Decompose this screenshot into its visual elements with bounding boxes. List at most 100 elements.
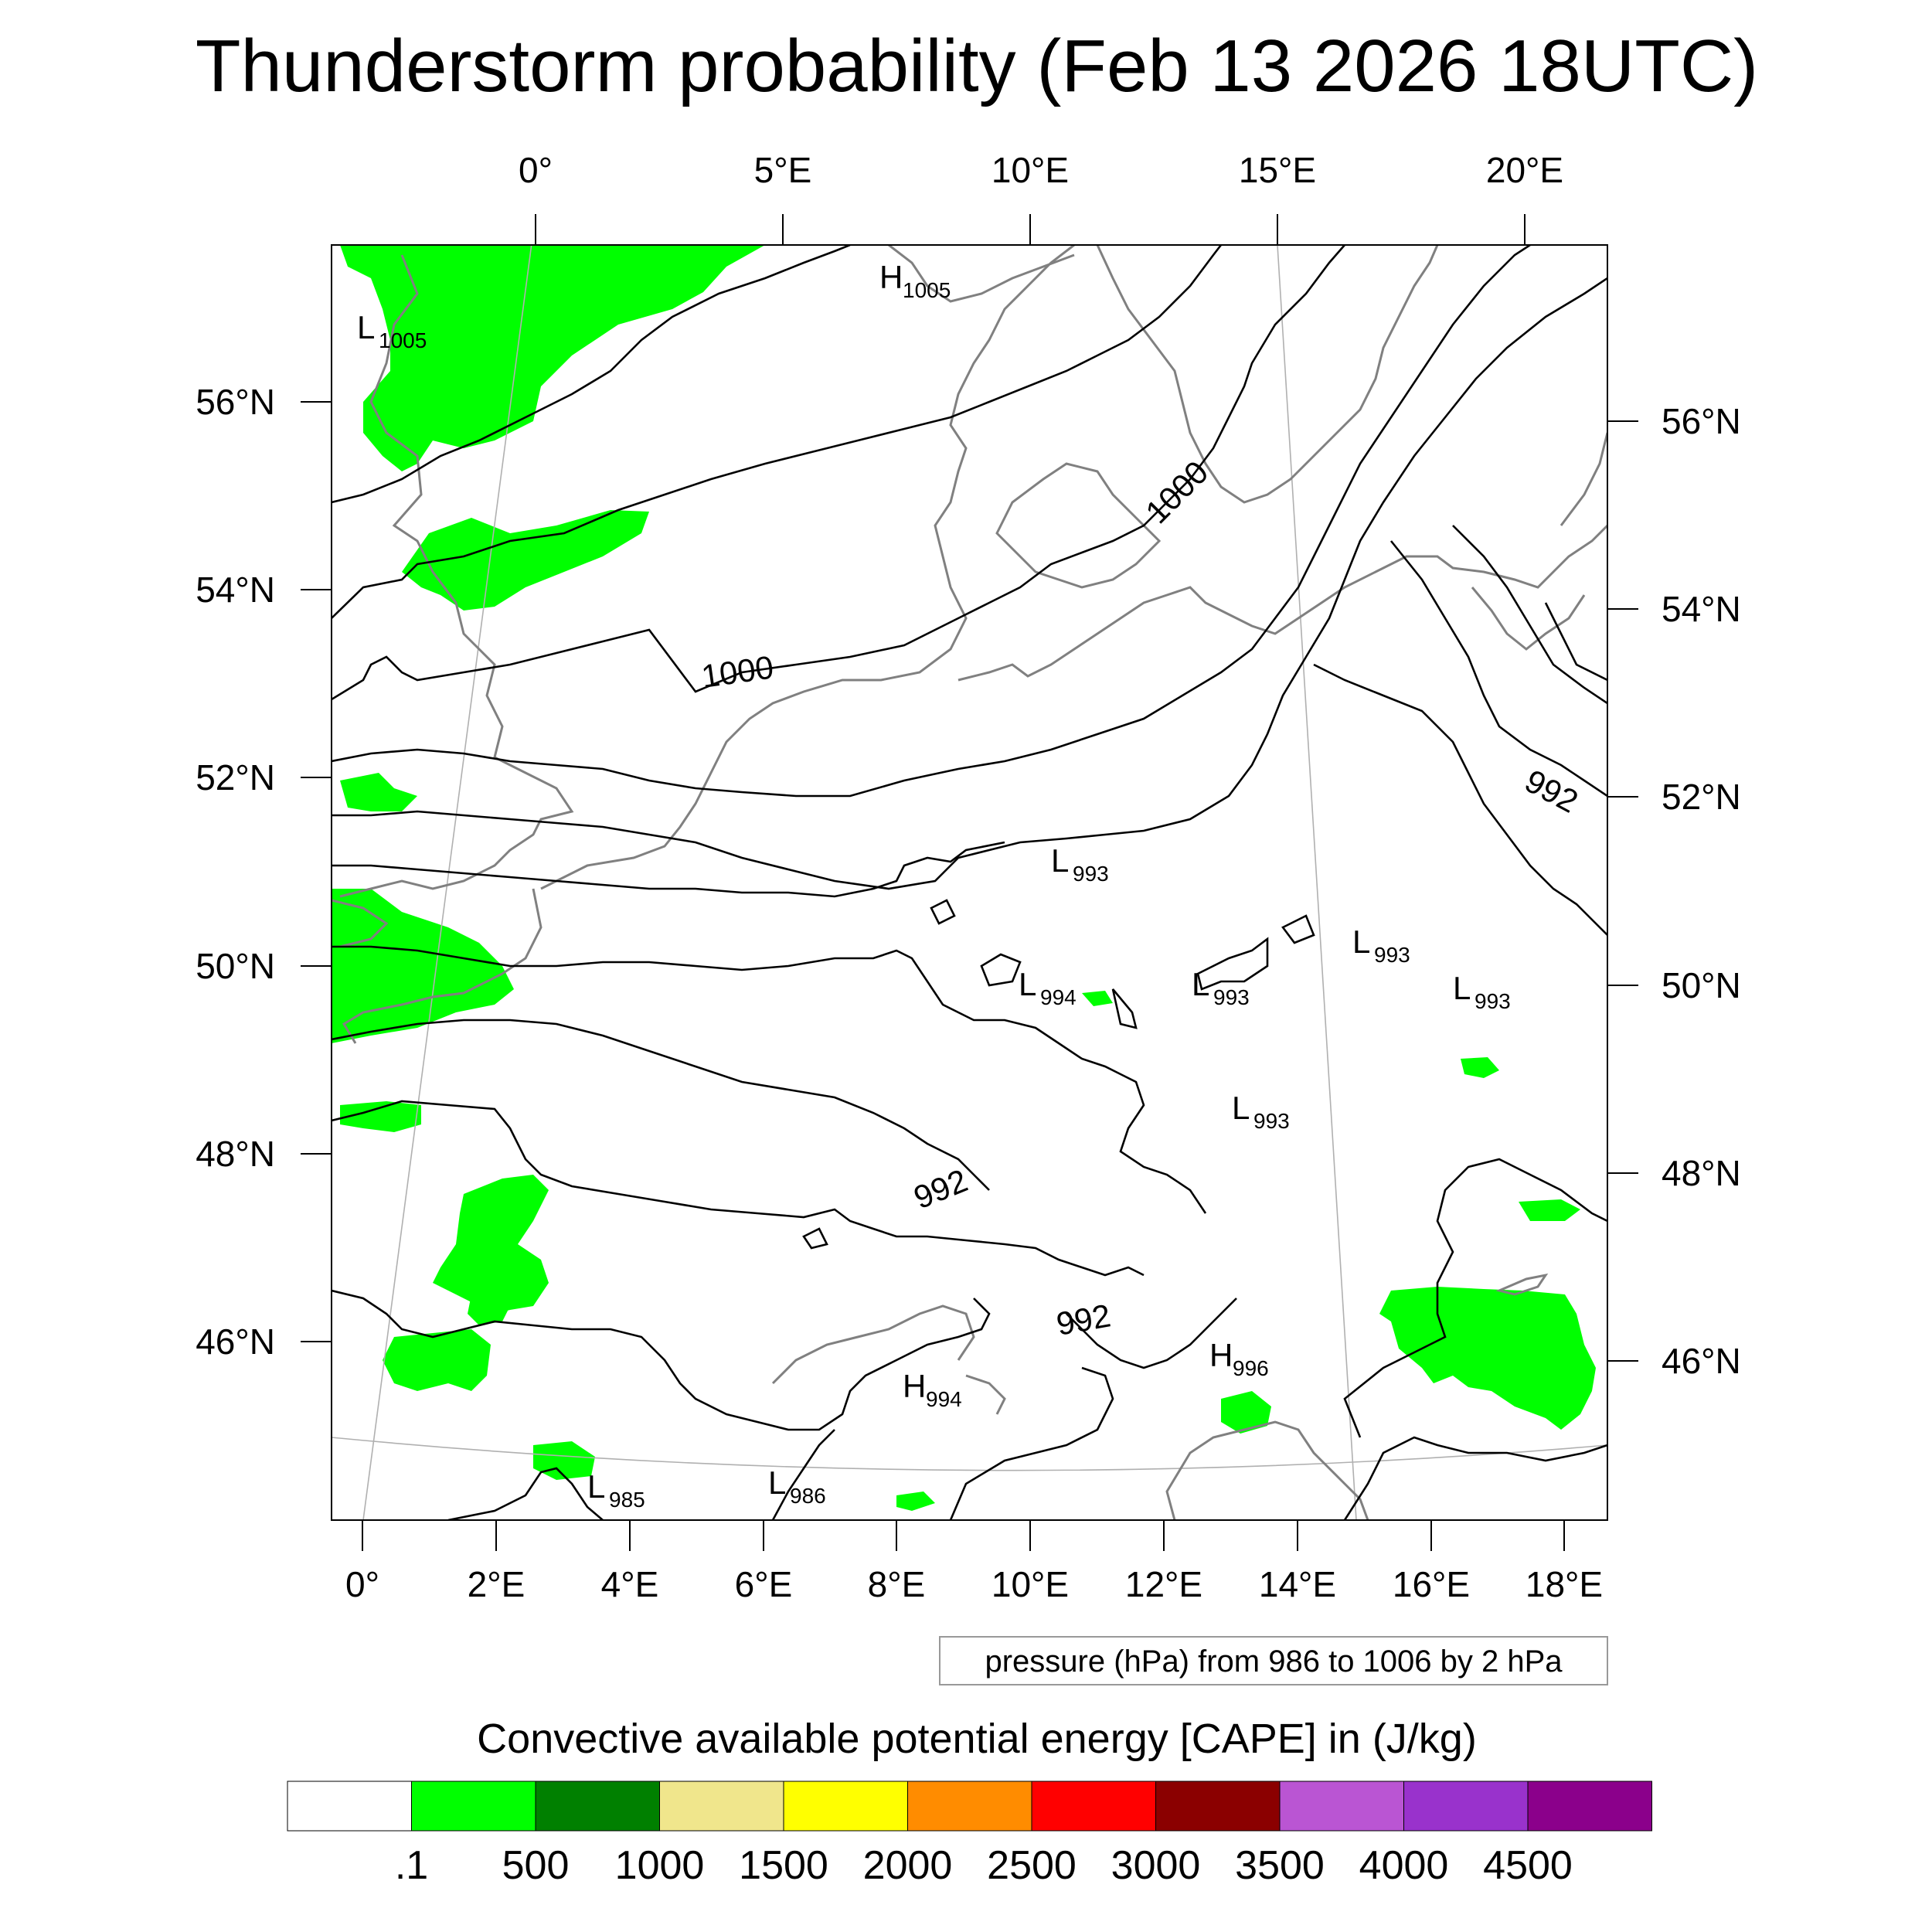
colorbar-labels: .1 500 1000 1500 2000 2500 3000 3500 4000 4500 bbox=[395, 1843, 1573, 1888]
tick-label: 12°E bbox=[1125, 1564, 1202, 1604]
svg-text:L: L bbox=[1019, 966, 1036, 1002]
coastline-denmark bbox=[995, 462, 1162, 589]
isobar-loop-6 bbox=[802, 1227, 828, 1250]
colorbar-tick-label: 500 bbox=[502, 1843, 570, 1888]
colorbar-tick-label: 1500 bbox=[739, 1843, 828, 1888]
tick-label: 15°E bbox=[1239, 150, 1316, 190]
cape-fields bbox=[332, 245, 1596, 1511]
coastline-france-north bbox=[342, 888, 543, 1044]
isobar-6 bbox=[332, 841, 1005, 898]
svg-text:993: 993 bbox=[1475, 989, 1511, 1013]
pressure-center-low: L 993 bbox=[1453, 970, 1511, 1013]
coastline-adriatic bbox=[1165, 1420, 1369, 1520]
contour-info-text: pressure (hPa) from 986 to 1006 by 2 hPa bbox=[985, 1645, 1563, 1679]
cape-field-north-sea-2 bbox=[402, 510, 649, 611]
map-border bbox=[331, 244, 1608, 1521]
isobar-2 bbox=[332, 245, 1223, 619]
tick-label: 10°E bbox=[992, 1564, 1069, 1604]
top-longitude-labels: 0° 5°E 10°E 15°E 20°E bbox=[519, 150, 1563, 190]
tick-label: 10°E bbox=[992, 150, 1069, 190]
colorbar-swatch bbox=[1279, 1781, 1404, 1832]
colorbar-swatch bbox=[907, 1781, 1032, 1832]
cape-field-france-2 bbox=[383, 1329, 491, 1391]
cape-field-channel bbox=[332, 889, 514, 1043]
isobar-4 bbox=[332, 245, 1531, 798]
isobar-14 bbox=[1452, 525, 1607, 705]
isobar-8 bbox=[332, 1019, 990, 1191]
tick-label: 52°N bbox=[1662, 777, 1741, 817]
svg-text:L: L bbox=[1352, 923, 1370, 960]
colorbar-swatch bbox=[1527, 1781, 1652, 1832]
tick-label: 50°N bbox=[196, 946, 275, 986]
axis-ticks bbox=[301, 214, 1638, 1551]
colorbar-tick-label: 3500 bbox=[1235, 1843, 1325, 1888]
cape-field-alps bbox=[896, 1492, 935, 1511]
tick-label: 14°E bbox=[1259, 1564, 1336, 1604]
pressure-center-low: L 993 bbox=[1232, 1090, 1290, 1133]
pressure-center-low: L 1005 bbox=[357, 309, 427, 352]
chart-title: Thunderstorm probability (Feb 13 2026 18… bbox=[196, 25, 1758, 107]
svg-text:993: 993 bbox=[1253, 1109, 1290, 1133]
coastline-uk-west bbox=[332, 899, 389, 948]
svg-text:993: 993 bbox=[1073, 862, 1109, 886]
tick-label: 46°N bbox=[196, 1321, 275, 1362]
cape-field-north-sea bbox=[340, 245, 765, 471]
border-alps-lakes bbox=[965, 1374, 1006, 1415]
pressure-centers: H 1005 L 1005 L 993 L 993 L 993 L 994 L 993 L 99… bbox=[357, 259, 1511, 1512]
isobar-loop-2 bbox=[1196, 937, 1269, 991]
coastline-norway bbox=[888, 245, 1075, 303]
coastline-sweden bbox=[1096, 245, 1439, 504]
cape-field-czech bbox=[1082, 991, 1113, 1006]
svg-text:L: L bbox=[587, 1468, 605, 1505]
tick-label: 4°E bbox=[601, 1564, 659, 1604]
svg-text:985: 985 bbox=[609, 1488, 645, 1512]
tick-label: 2°E bbox=[468, 1564, 526, 1604]
isobar-11 bbox=[1066, 1298, 1237, 1369]
coastline-baltic-east bbox=[1560, 432, 1607, 526]
pressure-center-low: L 985 bbox=[587, 1468, 645, 1512]
isobar-17 bbox=[1343, 1436, 1607, 1520]
svg-text:993: 993 bbox=[1374, 943, 1410, 967]
pressure-center-high: H 1005 bbox=[879, 259, 951, 302]
isobar-18 bbox=[949, 1366, 1114, 1520]
left-latitude-labels: 56°N 54°N 52°N 50°N 48°N 46°N bbox=[196, 382, 275, 1362]
pressure-center-low: L 993 bbox=[1352, 923, 1410, 967]
coastlines bbox=[332, 245, 1607, 1520]
tick-label: 5°E bbox=[754, 150, 812, 190]
svg-text:H: H bbox=[879, 259, 903, 295]
tick-label: 54°N bbox=[1662, 589, 1741, 629]
svg-text:H: H bbox=[1209, 1337, 1233, 1373]
pressure-center-low: L 993 bbox=[1051, 842, 1109, 886]
isobar-loop-5 bbox=[930, 899, 956, 925]
svg-text:L: L bbox=[1192, 966, 1209, 1002]
colorbar-swatch bbox=[1403, 1781, 1529, 1832]
tick-label: 8°E bbox=[868, 1564, 926, 1604]
isobar-19 bbox=[447, 1467, 604, 1520]
tick-label: 56°N bbox=[196, 382, 275, 422]
tick-label: 46°N bbox=[1662, 1341, 1741, 1381]
coastline-germany-baltic bbox=[957, 524, 1607, 682]
tick-label: 48°N bbox=[196, 1134, 275, 1174]
coastline-east-prussia bbox=[1471, 587, 1586, 651]
coastline-uk bbox=[339, 254, 574, 898]
svg-text:H: H bbox=[903, 1368, 926, 1404]
cape-field-france-1 bbox=[433, 1175, 549, 1314]
isobar-9 bbox=[332, 1100, 1145, 1277]
tick-label: 18°E bbox=[1526, 1564, 1603, 1604]
isobar-1 bbox=[332, 245, 851, 504]
svg-text:996: 996 bbox=[1233, 1356, 1269, 1380]
isobar-13 bbox=[1389, 540, 1607, 798]
isobar-12 bbox=[1313, 663, 1607, 936]
colorbar-tick-label: 1000 bbox=[615, 1843, 705, 1888]
svg-text:L: L bbox=[1453, 970, 1471, 1006]
tick-label: 54°N bbox=[196, 570, 275, 610]
isobar-5 bbox=[332, 277, 1607, 890]
svg-text:986: 986 bbox=[790, 1484, 826, 1508]
contour-info-box: pressure (hPa) from 986 to 1006 by 2 hPa bbox=[939, 1636, 1608, 1685]
tick-label: 0° bbox=[345, 1564, 379, 1604]
tick-label: 20°E bbox=[1486, 150, 1563, 190]
svg-text:1005: 1005 bbox=[903, 278, 951, 302]
border-lake-balaton bbox=[1495, 1273, 1549, 1296]
colorbar-tick-label: 2500 bbox=[987, 1843, 1077, 1888]
